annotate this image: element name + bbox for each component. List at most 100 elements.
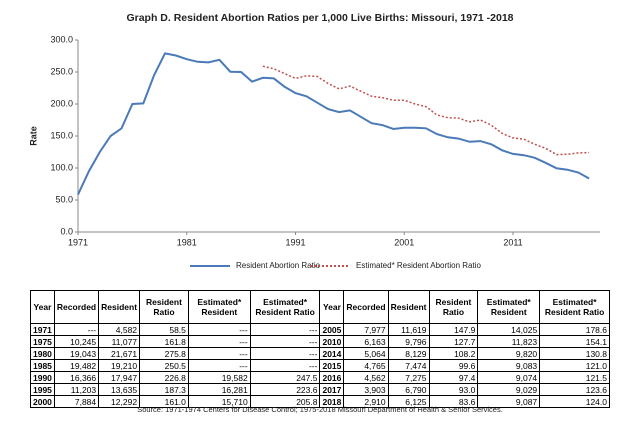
table-cell: 123.6	[539, 383, 610, 396]
table-row: 1995 11,203 13,635 187.3 16,281 223.6 2017 3,90…	[30, 383, 610, 396]
table-row: 1985 19,482 19,210 250.5 --- --- 2015 4,765 7,47…	[30, 359, 610, 372]
table-cell: 11,077	[98, 335, 141, 348]
table-row: 1990 16,366 17,947 226.8 19,582 247.5 2016 4,56…	[30, 371, 610, 384]
table-cell: 10,245	[53, 335, 100, 348]
table-cell: 2015	[319, 359, 345, 372]
header-cell: Recorded	[343, 290, 389, 324]
y-tick-label: 150.0	[50, 130, 73, 140]
header-cell: Resident	[387, 290, 430, 324]
chart: Graph D. Resident Abortion Ratios per 1,…	[28, 12, 600, 270]
table-cell: 19,582	[187, 371, 251, 384]
header-cell: Resident Ratio	[428, 290, 479, 324]
table-cell: 2010	[319, 335, 345, 348]
table-cell: 11,203	[53, 383, 100, 396]
table-cell: 4,582	[98, 323, 141, 336]
table-cell: 1990	[30, 371, 55, 384]
table-cell: 121.0	[539, 359, 610, 372]
chart-title: Graph D. Resident Abortion Ratios per 1,…	[126, 12, 513, 24]
table-cell: 108.2	[428, 347, 479, 360]
table-row: 1980 19,043 21,671 275.8 --- --- 2014 5,064 8,12…	[30, 347, 610, 360]
table-cell: 19,482	[53, 359, 100, 372]
table-cell: 58.5	[139, 323, 189, 336]
table-cell: 8,129	[387, 347, 430, 360]
table-cell: 11,619	[387, 323, 430, 336]
table-cell: 127.7	[428, 335, 479, 348]
table-cell: 9,820	[477, 347, 541, 360]
table-cell: 14,025	[477, 323, 541, 336]
table-cell: 2018	[319, 395, 345, 408]
table-cell: 2014	[319, 347, 345, 360]
table-cell: ---	[53, 323, 100, 336]
y-tick-label: 0.0	[60, 226, 73, 236]
table-cell: 121.5	[539, 371, 610, 384]
x-tick-label: 2001	[394, 237, 414, 247]
table-cell: 9,029	[477, 383, 541, 396]
table-cell: 226.8	[139, 371, 189, 384]
table-cell: 3,903	[343, 383, 389, 396]
table-cell: 16,281	[187, 383, 251, 396]
table-cell: 21,671	[98, 347, 141, 360]
data-table: Year Recorded Resident Resident Ratio Estima…	[30, 290, 610, 408]
table-cell: 9,074	[477, 371, 541, 384]
table-cell: 2016	[319, 371, 345, 384]
table-cell: 2005	[319, 323, 345, 336]
table-cell: 124.0	[539, 395, 610, 408]
table-cell: 4,765	[343, 359, 389, 372]
table-row: 1971 --- 4,582 58.5 --- --- 2005 7,977 11,619 147…	[30, 323, 610, 336]
table-cell: 7,275	[387, 371, 430, 384]
table-cell: 13,635	[98, 383, 141, 396]
table-cell: 275.8	[139, 347, 189, 360]
table-cell: 7,884	[53, 395, 100, 408]
table-cell: 130.8	[539, 347, 610, 360]
header-cell: Year	[319, 290, 345, 324]
x-tick-label: 2011	[503, 237, 522, 247]
table-cell: 187.3	[139, 383, 189, 396]
table-cell: 11,823	[477, 335, 541, 348]
table-cell: 83.6	[428, 395, 479, 408]
table-cell: 178.6	[539, 323, 610, 336]
table-cell: 16,366	[53, 371, 100, 384]
table-cell: ---	[187, 335, 251, 348]
table-cell: 12,292	[98, 395, 141, 408]
table-cell: 97.4	[428, 371, 479, 384]
table-cell: 205.8	[249, 395, 321, 408]
table-cell: 1980	[30, 347, 55, 360]
table-cell: 6,790	[387, 383, 430, 396]
table-cell: ---	[187, 347, 251, 360]
y-tick-label: 50.0	[55, 194, 73, 204]
series-line	[262, 65, 590, 156]
table-cell: 4,562	[343, 371, 389, 384]
table-cell: ---	[249, 359, 321, 372]
table-row: 1975 10,245 11,077 161.8 --- --- 2010 6,163 9,79…	[30, 335, 610, 348]
y-axis-title: Rate	[28, 126, 38, 146]
table-cell: 1971	[30, 323, 55, 336]
header-cell: Year	[30, 290, 55, 324]
table-row: 2000 7,884 12,292 161.0 15,710 205.8 2018 2,910…	[30, 395, 610, 408]
table-cell: 1985	[30, 359, 55, 372]
legend-label: Resident Abortion Ratio	[236, 261, 321, 270]
table-cell: 17,947	[98, 371, 141, 384]
source-note: Source: 1971-1974 Centers for Disease Co…	[137, 405, 503, 414]
table-cell: 154.1	[539, 335, 610, 348]
header-cell: Resident Ratio	[139, 290, 189, 324]
legend-label: Estimated* Resident Abortion Ratio	[356, 261, 482, 270]
table-cell: ---	[187, 323, 251, 336]
header-cell: Recorded	[53, 290, 100, 324]
header-cell: Resident	[98, 290, 141, 324]
table-cell: 5,064	[343, 347, 389, 360]
table-cell: 2017	[319, 383, 345, 396]
header-row: Year Recorded Resident Resident Ratio Estima…	[30, 290, 610, 324]
table-cell: 15,710	[187, 395, 251, 408]
header-cell: Estimated* Resident Ratio	[249, 290, 321, 324]
y-tick-label: 250.0	[50, 66, 73, 76]
table-cell: 19,043	[53, 347, 100, 360]
table-cell: 1995	[30, 383, 55, 396]
table-cell: 9,083	[477, 359, 541, 372]
series-line	[77, 52, 590, 196]
table-cell: 7,977	[343, 323, 389, 336]
table-cell: 247.5	[249, 371, 321, 384]
y-tick-label: 100.0	[50, 162, 73, 172]
table-cell: 93.0	[428, 383, 479, 396]
table-cell: ---	[249, 335, 321, 348]
